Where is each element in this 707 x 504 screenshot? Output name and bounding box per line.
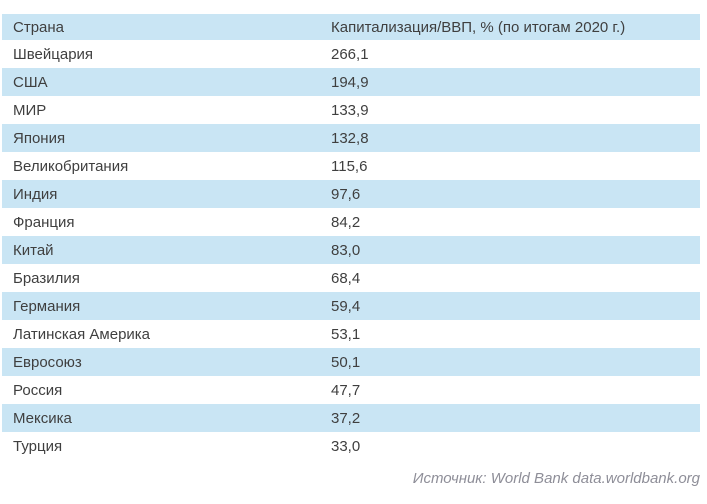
country-cell: Япония (13, 129, 66, 147)
column-header-country: Страна (13, 18, 65, 36)
table-row: Турция 33,0 (2, 432, 700, 460)
table-row: Великобритания 115,6 (2, 152, 700, 180)
country-cell: Евросоюз (13, 353, 82, 371)
value-cell: 37,2 (331, 409, 361, 427)
table-row: Франция 84,2 (2, 208, 700, 236)
table-row: Россия 47,7 (2, 376, 700, 404)
country-cell: Мексика (13, 409, 72, 427)
country-cell: Великобритания (13, 157, 129, 175)
value-cell: 47,7 (331, 381, 361, 399)
value-cell: 97,6 (331, 185, 361, 203)
value-cell: 266,1 (331, 45, 369, 63)
table-row: Германия 59,4 (2, 292, 700, 320)
table-header-row: Страна Капитализация/ВВП, % (по итогам 2… (2, 14, 700, 40)
table-row: США 194,9 (2, 68, 700, 96)
country-cell: Индия (13, 185, 58, 203)
value-cell: 53,1 (331, 325, 361, 343)
capitalization-gdp-table: Страна Капитализация/ВВП, % (по итогам 2… (2, 14, 700, 460)
value-cell: 115,6 (331, 157, 368, 175)
table-row: Швейцария 266,1 (2, 40, 700, 68)
value-cell: 50,1 (331, 353, 361, 371)
value-cell: 194,9 (331, 73, 369, 91)
table-body: Швейцария 266,1 США 194,9 МИР 133,9 Япония 132,… (2, 40, 700, 460)
country-cell: Россия (13, 381, 63, 399)
table-row: МИР 133,9 (2, 96, 700, 124)
table-row: Китай 83,0 (2, 236, 700, 264)
value-cell: 33,0 (331, 437, 361, 455)
country-cell: Китай (13, 241, 54, 259)
country-cell: Турция (13, 437, 63, 455)
table-row: Мексика 37,2 (2, 404, 700, 432)
country-cell: Швейцария (13, 45, 94, 63)
column-header-cap-gdp: Капитализация/ВВП, % (по итогам 2020 г.) (331, 18, 626, 36)
value-cell: 84,2 (331, 213, 361, 231)
table-row: Япония 132,8 (2, 124, 700, 152)
value-cell: 133,9 (331, 101, 369, 119)
table-row: Индия 97,6 (2, 180, 700, 208)
country-cell: США (13, 73, 48, 91)
value-cell: 83,0 (331, 241, 361, 259)
country-cell: Германия (13, 297, 81, 315)
table-row: Латинская Америка 53,1 (2, 320, 700, 348)
country-cell: Франция (13, 213, 75, 231)
table-row: Бразилия 68,4 (2, 264, 700, 292)
table-row: Евросоюз 50,1 (2, 348, 700, 376)
value-cell: 59,4 (331, 297, 361, 315)
country-cell: Бразилия (13, 269, 80, 287)
source-note: Источник: World Bank data.worldbank.org (412, 470, 700, 487)
country-cell: МИР (13, 101, 47, 119)
value-cell: 68,4 (331, 269, 361, 287)
country-cell: Латинская Америка (13, 325, 151, 343)
value-cell: 132,8 (331, 129, 369, 147)
